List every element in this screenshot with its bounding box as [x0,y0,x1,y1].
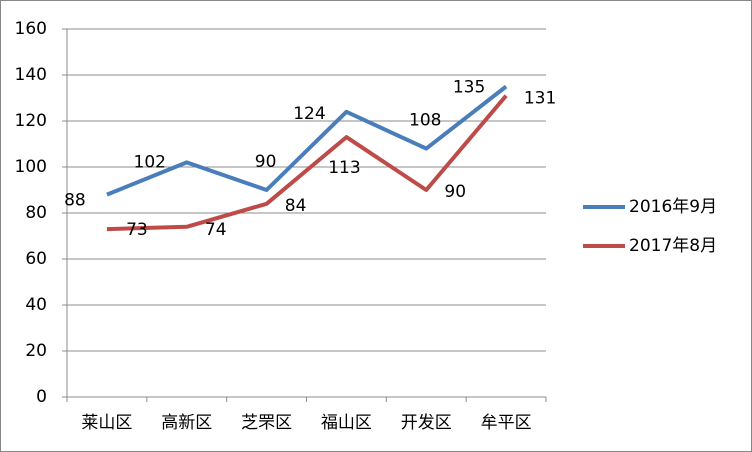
x-tick-label: 福山区 [321,413,372,433]
data-label: 113 [328,158,360,178]
y-tick-label: 0 [36,387,47,407]
data-label: 88 [64,191,86,211]
line-series [106,84,508,197]
y-tick-label: 40 [25,295,47,315]
y-tick-label: 120 [15,111,47,131]
legend-label: 2017年8月 [629,236,717,256]
legend-label: 2016年9月 [629,197,717,217]
y-tick-label: 160 [15,19,47,39]
data-label: 108 [409,111,441,131]
x-tick-label: 牟平区 [481,413,532,433]
x-tick-label: 芝罘区 [241,413,292,433]
y-tick-label: 80 [25,203,47,223]
y-tick-label: 140 [15,65,47,85]
data-label: 73 [126,220,148,240]
data-label: 124 [293,104,325,124]
data-label: 90 [255,152,277,172]
y-tick-label: 60 [25,249,47,269]
data-label: 74 [205,220,227,240]
data-label: 84 [285,196,307,216]
data-label: 135 [453,78,485,98]
x-tick-label: 莱山区 [81,413,132,433]
line-series [106,94,508,232]
data-label: 90 [444,182,466,202]
x-tick-label: 开发区 [401,413,452,433]
y-tick-label: 100 [15,157,47,177]
y-tick-label: 20 [25,341,47,361]
x-tick-label: 高新区 [161,413,212,433]
data-label: 131 [524,89,556,109]
data-label: 102 [134,152,166,172]
